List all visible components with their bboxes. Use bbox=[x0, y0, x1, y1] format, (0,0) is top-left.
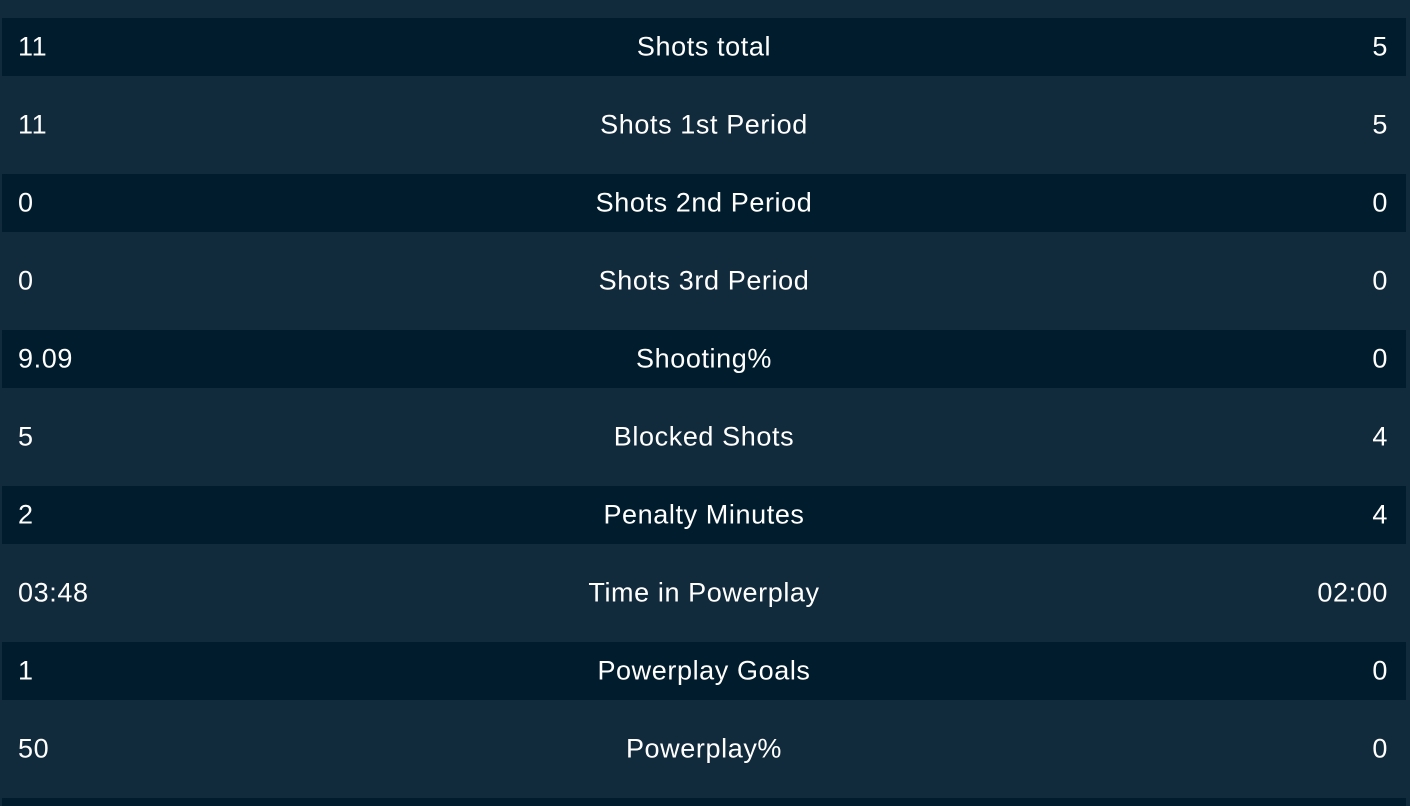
away-value: 4 bbox=[1372, 499, 1388, 530]
home-value: 50 bbox=[18, 733, 50, 764]
home-value: 2 bbox=[18, 499, 34, 530]
stat-row-partial bbox=[2, 798, 1406, 806]
stat-label: Time in Powerplay bbox=[588, 577, 820, 608]
home-value: 5 bbox=[18, 421, 34, 452]
stat-row-penalty-minutes: 2 Penalty Minutes 4 bbox=[2, 486, 1406, 544]
stat-row-shots-2nd-period: 0 Shots 2nd Period 0 bbox=[2, 174, 1406, 232]
away-value: 5 bbox=[1372, 31, 1388, 62]
home-value: 1 bbox=[18, 655, 34, 686]
away-value: 0 bbox=[1372, 733, 1388, 764]
stat-row-shots-1st-period: 11 Shots 1st Period 5 bbox=[2, 96, 1406, 154]
stat-label: Shooting% bbox=[636, 343, 772, 374]
stat-label: Powerplay Goals bbox=[597, 655, 811, 686]
stat-label: Shots 2nd Period bbox=[595, 187, 813, 218]
stat-row-shots-3rd-period: 0 Shots 3rd Period 0 bbox=[2, 252, 1406, 310]
stat-row-shots-total: 11 Shots total 5 bbox=[2, 18, 1406, 76]
away-value: 0 bbox=[1372, 655, 1388, 686]
stat-label: Shots 1st Period bbox=[600, 109, 808, 140]
stat-row-shooting-percent: 9.09 Shooting% 0 bbox=[2, 330, 1406, 388]
away-value: 0 bbox=[1372, 265, 1388, 296]
home-value: 0 bbox=[18, 265, 34, 296]
stat-label: Powerplay% bbox=[625, 733, 783, 764]
away-value: 4 bbox=[1372, 421, 1388, 452]
stat-row-powerplay-goals: 1 Powerplay Goals 0 bbox=[2, 642, 1406, 700]
stat-label: Penalty Minutes bbox=[603, 499, 805, 530]
stat-label: Shots total bbox=[636, 31, 772, 62]
away-value: 0 bbox=[1372, 343, 1388, 374]
home-value: 11 bbox=[18, 31, 48, 62]
away-value: 0 bbox=[1372, 187, 1388, 218]
stat-row-blocked-shots: 5 Blocked Shots 4 bbox=[2, 408, 1406, 466]
home-value: 03:48 bbox=[18, 577, 89, 608]
away-value: 5 bbox=[1372, 109, 1388, 140]
stat-label: Shots 3rd Period bbox=[598, 265, 810, 296]
stat-row-powerplay-percent: 50 Powerplay% 0 bbox=[2, 720, 1406, 778]
home-value: 11 bbox=[18, 109, 48, 140]
stat-row-time-in-powerplay: 03:48 Time in Powerplay 02:00 bbox=[2, 564, 1406, 622]
stat-label: Blocked Shots bbox=[613, 421, 795, 452]
home-value: 9.09 bbox=[18, 343, 73, 374]
away-value: 02:00 bbox=[1317, 577, 1388, 608]
home-value: 0 bbox=[18, 187, 34, 218]
